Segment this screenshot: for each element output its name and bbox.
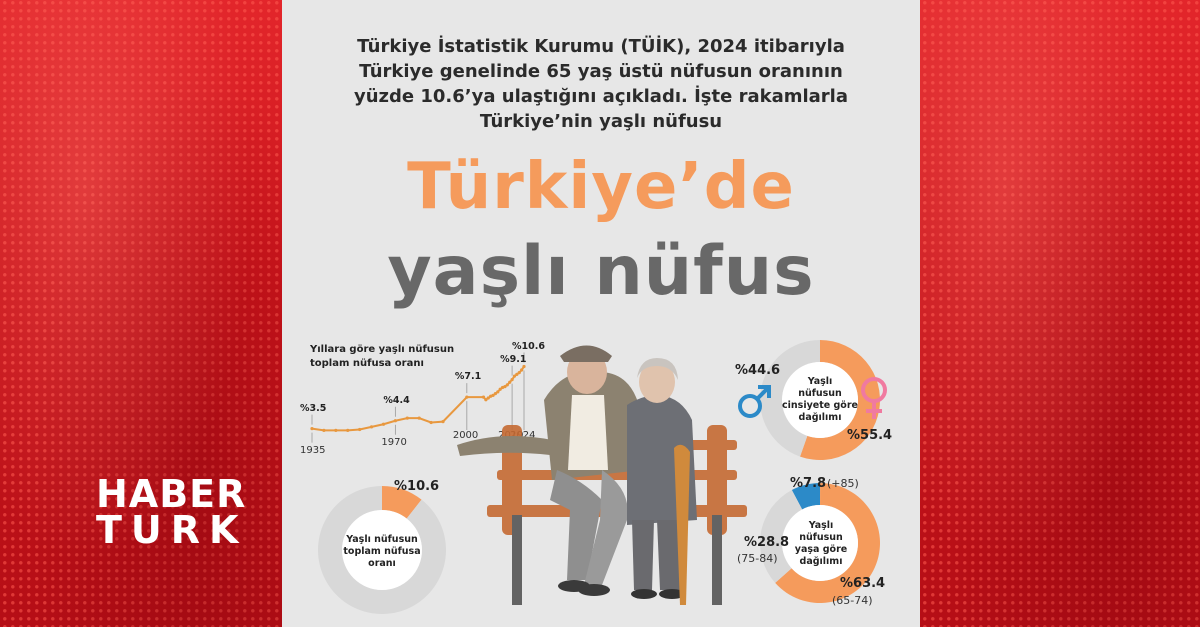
intro-line-1: Türkiye İstatistik Kurumu (TÜİK), 2024 i… bbox=[357, 36, 845, 57]
age-85-value: %7.8 bbox=[790, 476, 827, 491]
donut-total-label-1: Yaşlı nüfusun bbox=[346, 534, 418, 545]
donut-total-label-2: toplam nüfusa bbox=[343, 546, 421, 557]
line-chart-title-1: Yıllara göre yaşlı nüfusun bbox=[310, 344, 455, 355]
age-85-range: (+85) bbox=[827, 477, 859, 490]
line-chart-tick-label: 2000 bbox=[452, 430, 479, 441]
haberturk-logo: HABER TURK bbox=[96, 472, 251, 552]
intro-line-3: yüzde 10.6’ya ulaştığını açıkladı. İşte … bbox=[353, 86, 849, 107]
age-65-74-value: %63.4 bbox=[840, 576, 886, 591]
gender-female-value: %55.4 bbox=[847, 428, 893, 443]
gender-male-value: %44.6 bbox=[735, 363, 781, 378]
line-chart-tick-label: 1935 bbox=[300, 444, 326, 456]
left-red-background bbox=[0, 0, 282, 627]
donut-age-label-4: dağılımı bbox=[799, 556, 843, 567]
male-symbol-icon bbox=[738, 385, 771, 418]
intro-line-2: Türkiye genelinde 65 yaş üstü nüfusun or… bbox=[359, 61, 843, 82]
line-chart-tick-label: 1970 bbox=[381, 436, 407, 448]
donut-age-label-1: Yaşlı bbox=[808, 520, 834, 531]
line-chart-data-label: %7.1 bbox=[454, 371, 482, 383]
age-75-84-range: (75-84) bbox=[737, 552, 778, 565]
infographic-panel: Türkiye İstatistik Kurumu (TÜİK), 2024 i… bbox=[282, 0, 920, 627]
female-symbol-icon bbox=[861, 377, 887, 419]
line-chart-data-label: %10.6 bbox=[512, 340, 545, 352]
main-title-line-1: Türkiye’de bbox=[407, 150, 795, 224]
logo-line-1: HABER bbox=[96, 472, 247, 516]
donut-age-label-2: nüfusun bbox=[799, 532, 843, 543]
line-chart-data-label: %4.4 bbox=[383, 394, 410, 406]
donut-gender-center-label: Yaşlı nüfusun cinsiyete göre dağılımı bbox=[782, 376, 858, 424]
line-chart-title-2: toplam nüfusa oranı bbox=[310, 358, 424, 369]
man-figure bbox=[457, 345, 642, 596]
line-chart-title: Yıllara göre yaşlı nüfusun toplam nüfusa… bbox=[310, 343, 480, 371]
line-chart-tick-label: 2024 bbox=[510, 430, 536, 441]
line-chart-data-label: %9.1 bbox=[500, 353, 527, 365]
right-red-background bbox=[920, 0, 1200, 627]
age-75-84-value: %28.8 bbox=[744, 535, 790, 550]
donut-age-center-label: Yaşlı nüfusun yaşa göre dağılımı bbox=[788, 520, 854, 568]
elderly-couple-illustration bbox=[457, 345, 747, 605]
donut-total-value: %10.6 bbox=[394, 479, 440, 494]
line-chart-data-label: %3.5 bbox=[300, 402, 327, 414]
logo-line-2: TURK bbox=[96, 508, 248, 552]
donut-gender-label-3: cinsiyete göre bbox=[782, 400, 858, 411]
donut-total-center-label: Yaşlı nüfusun toplam nüfusa oranı bbox=[322, 534, 442, 570]
age-65-74-range: (65-74) bbox=[832, 594, 873, 607]
donut-gender-label-1: Yaşlı bbox=[807, 376, 833, 387]
intro-line-4: Türkiye’nin yaşlı nüfusu bbox=[479, 111, 723, 132]
intro-text: Türkiye İstatistik Kurumu (TÜİK), 2024 i… bbox=[282, 34, 920, 134]
woman-figure bbox=[627, 358, 697, 605]
donut-age-label-3: yaşa göre bbox=[794, 544, 848, 555]
donut-gender-label-4: dağılımı bbox=[798, 412, 842, 423]
donut-gender-label-2: nüfusun bbox=[798, 388, 842, 399]
main-title-line-2: yaşlı nüfus bbox=[387, 232, 815, 311]
donut-total-label-3: oranı bbox=[368, 558, 396, 569]
